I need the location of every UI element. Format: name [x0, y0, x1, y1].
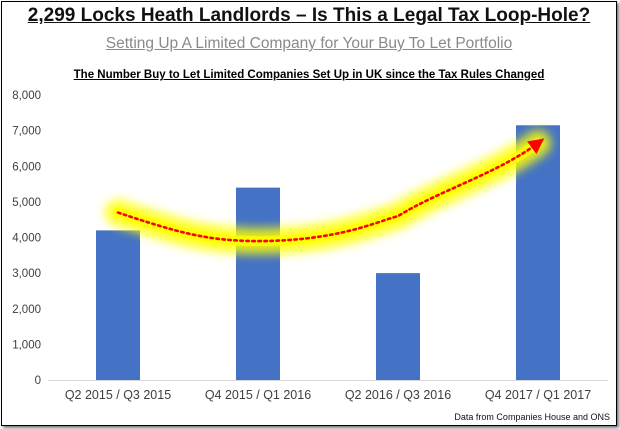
y-tick-label: 7,000 [12, 126, 41, 138]
trend-arrow [116, 138, 545, 243]
y-tick-label: 0 [35, 375, 41, 387]
chart-title: The Number Buy to Let Limited Companies … [73, 69, 545, 81]
x-category-label: Q2 2015 / Q3 2015 [65, 388, 171, 402]
bar [376, 273, 420, 380]
x-category-label: Q2 2016 / Q3 2016 [345, 388, 451, 402]
bar-chart: 0 1,000 2,000 3,000 4,000 5,000 6,000 7,000 8,00… [12, 90, 608, 402]
bar [96, 230, 140, 380]
y-tick-label: 3,000 [12, 268, 41, 280]
x-category-label: Q4 2015 / Q1 2016 [205, 388, 311, 402]
y-tick-label: 4,000 [12, 233, 41, 245]
y-tick-label: 2,000 [12, 304, 41, 316]
y-tick-label: 5,000 [12, 197, 41, 209]
y-tick-label: 8,000 [12, 90, 41, 102]
x-category-label: Q4 2017 / Q1 2017 [485, 388, 591, 402]
bar [236, 187, 280, 380]
page-title: 2,299 Locks Heath Landlords – Is This a … [27, 5, 591, 26]
page-subtitle: Setting Up A Limited Company for Your Bu… [105, 35, 513, 52]
trend-glow [105, 130, 551, 255]
y-tick-label: 1,000 [12, 339, 41, 351]
y-tick-label: 6,000 [12, 161, 41, 173]
data-source-note: Data from Companies House and ONS [454, 412, 610, 422]
